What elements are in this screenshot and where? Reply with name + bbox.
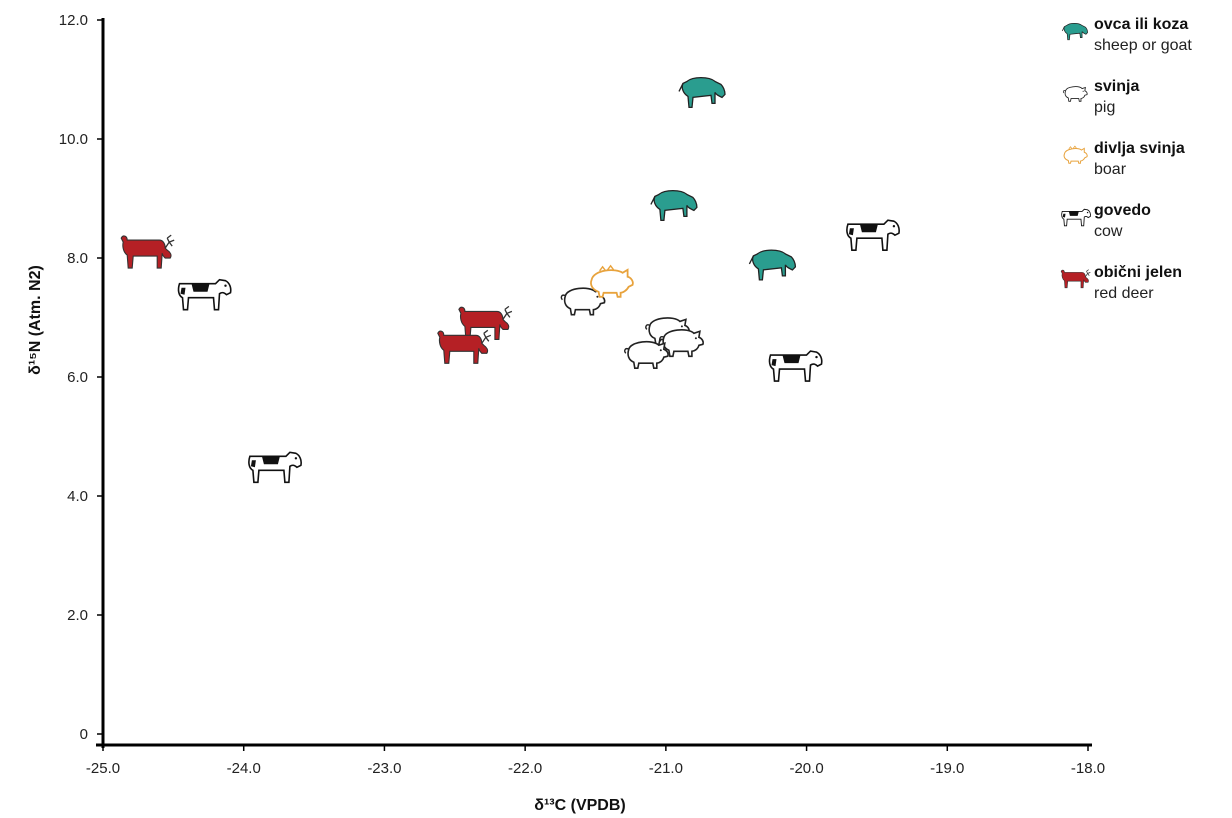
sheep-data-point — [650, 190, 698, 222]
legend-item: divlja svinja boar — [1060, 140, 1232, 202]
pig-data-point — [659, 329, 704, 358]
x-tick-label: -20.0 — [789, 760, 823, 777]
sheep-data-point — [748, 249, 797, 281]
legend-sublabel: boar — [1094, 161, 1127, 178]
axes — [96, 18, 1092, 748]
legend-sublabel: cow — [1094, 223, 1123, 240]
x-tick-label: -24.0 — [227, 760, 261, 777]
deer-data-point — [120, 234, 175, 269]
sheep-icon — [1061, 23, 1088, 41]
y-tick-label: 8.0 — [67, 250, 88, 267]
y-tick-label: 6.0 — [67, 369, 88, 386]
x-axis-title: δ¹³C (VPDB) — [534, 797, 625, 814]
legend: ovca ili koza sheep or goat svinja pig divlj… — [1060, 16, 1232, 326]
y-axis-title: δ¹⁵N (Atm. N2) — [27, 265, 44, 375]
boar-icon — [1063, 145, 1088, 164]
y-tick-label: 10.0 — [59, 131, 88, 148]
cow-icon — [1061, 208, 1091, 227]
y-tick-label: 0 — [80, 726, 88, 743]
deer-data-point — [437, 329, 492, 364]
legend-sublabel: red deer — [1094, 285, 1154, 302]
x-tick-label: -19.0 — [930, 760, 964, 777]
data-points — [120, 77, 900, 484]
x-tick-label: -18.0 — [1071, 760, 1105, 777]
cow-data-point — [846, 219, 900, 251]
x-ticks: -25.0 -24.0 -23.0 -22.0 -21.0 -20.0 -19.0 -18.0 — [86, 745, 1105, 777]
deer-data-point — [458, 305, 513, 340]
legend-item: svinja pig — [1060, 78, 1232, 140]
legend-item: ovca ili koza sheep or goat — [1060, 16, 1232, 78]
cow-data-point — [248, 451, 302, 484]
boar-data-point — [590, 264, 634, 298]
x-tick-label: -25.0 — [86, 760, 120, 777]
y-ticks: 0 2.0 4.0 6.0 8.0 10.0 12.0 — [59, 12, 103, 743]
legend-label: divlja svinja — [1094, 140, 1185, 157]
deer-icon — [1060, 269, 1091, 289]
legend-sublabel: sheep or goat — [1094, 37, 1192, 54]
legend-label: obični jelen — [1094, 264, 1183, 281]
legend-label: govedo — [1094, 202, 1151, 219]
legend-label: ovca ili koza — [1094, 16, 1189, 33]
pig-data-point — [624, 340, 669, 370]
sheep-data-point — [678, 77, 726, 109]
legend-item: obični jelen red deer — [1060, 264, 1232, 326]
y-tick-label: 4.0 — [67, 488, 88, 505]
legend-item: govedo cow — [1060, 202, 1232, 264]
cow-data-point — [177, 278, 232, 311]
x-tick-label: -22.0 — [508, 760, 542, 777]
legend-sublabel: pig — [1094, 99, 1116, 116]
pig-icon — [1062, 86, 1088, 102]
x-tick-label: -23.0 — [367, 760, 401, 777]
legend-label: svinja — [1094, 78, 1140, 95]
y-tick-label: 12.0 — [59, 12, 88, 29]
y-tick-label: 2.0 — [67, 607, 88, 624]
pig-data-point — [560, 287, 606, 316]
cow-data-point — [768, 350, 823, 382]
x-tick-label: -21.0 — [649, 760, 683, 777]
